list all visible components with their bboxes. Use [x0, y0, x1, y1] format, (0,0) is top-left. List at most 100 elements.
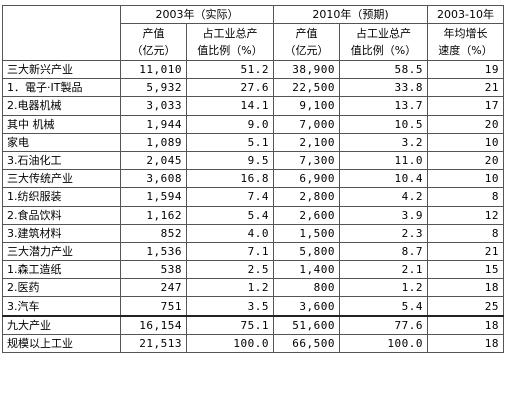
value-cell: 12 [427, 205, 505, 225]
value-cell: 5,800 [273, 241, 340, 262]
value-cell: 11,010 [120, 59, 187, 80]
table-row: 2.电器机械 3,033 14.1 9,100 13.7 17 [2, 96, 505, 116]
table-row: 3.汽车 751 3.5 3,600 5.4 25 [2, 296, 505, 317]
value-cell: 5.1 [186, 132, 274, 152]
table-row: 2.医药 247 1.2 800 1.2 18 [2, 278, 505, 298]
column-header-line: 年均增长 [443, 27, 488, 40]
value-cell: 3,600 [273, 296, 340, 317]
value-cell: 17 [427, 96, 505, 116]
value-cell: 1,536 [120, 241, 187, 262]
table-row: 3.石油化工 2,045 9.5 7,300 11.0 20 [2, 150, 505, 171]
value-cell: 3.2 [338, 132, 429, 152]
table-row: 规模以上工业 21,513 100.0 66,500 100.0 18 [2, 333, 505, 354]
industry-output-table: 2003年（实际） 2010年（预期) 2003-10年 产值 （亿元） 占工业总… [2, 5, 505, 354]
header-group-2003-10: 2003-10年 [427, 5, 505, 24]
value-cell: 247 [120, 278, 187, 298]
value-cell: 58.5 [338, 59, 429, 80]
value-cell: 27.6 [186, 78, 274, 98]
table-row: 三大传统产业 3,608 16.8 6,900 10.4 10 [2, 169, 505, 189]
value-cell: 7,000 [273, 114, 340, 134]
row-label: 1.森工造纸 [2, 260, 121, 280]
value-cell: 1,089 [120, 132, 187, 152]
row-label: 1.纺织服装 [2, 187, 121, 207]
value-cell: 18 [427, 278, 505, 298]
header-corner-cell [2, 5, 121, 61]
row-label: 2.医药 [2, 278, 121, 298]
header-group-2003: 2003年（实际） [120, 5, 274, 24]
value-cell: 1,500 [273, 223, 340, 243]
column-header-line: （亿元） [131, 44, 176, 57]
value-cell: 538 [120, 260, 187, 280]
value-cell: 51.2 [186, 59, 274, 80]
row-label: 九大产业 [2, 314, 121, 335]
value-cell: 16.8 [186, 169, 274, 189]
column-header-line: 产值 [295, 27, 318, 40]
table-row: 3.建筑材料 852 4.0 1,500 2.3 8 [2, 223, 505, 243]
table-row: 1.纺织服装 1,594 7.4 2,800 4.2 8 [2, 187, 505, 207]
value-cell: 2,600 [273, 205, 340, 225]
value-cell: 77.6 [338, 314, 429, 335]
value-cell: 2,800 [273, 187, 340, 207]
column-header-line: 速度（%） [438, 44, 493, 57]
value-cell: 8 [427, 223, 505, 243]
table-row: 1．電子·IT製品 5,932 27.6 22,500 33.8 21 [2, 78, 505, 98]
header-row-columns: 产值 （亿元） 占工业总产 值比例（%） 产值 （亿元） 占工业总产 值比例（%） 年均… [3, 23, 505, 61]
column-header-line: 占工业总产 [202, 27, 258, 40]
value-cell: 21,513 [120, 333, 187, 354]
value-cell: 5,932 [120, 78, 187, 98]
value-cell: 38,900 [273, 59, 340, 80]
value-cell: 1,594 [120, 187, 187, 207]
column-header-line: 占工业总产 [356, 27, 411, 40]
value-cell: 7.1 [186, 241, 274, 262]
value-cell: 8.7 [338, 241, 429, 262]
column-header: 占工业总产值比例（%） [186, 23, 274, 61]
value-cell: 25 [427, 296, 505, 317]
table-row: 2.食品饮料 1,162 5.4 2,600 3.9 12 [2, 205, 505, 225]
row-label: 3.石油化工 [2, 150, 121, 171]
column-header-line: 值比例（%） [197, 44, 263, 57]
value-cell: 20 [427, 150, 505, 171]
value-cell: 2,100 [273, 132, 340, 152]
value-cell: 1,400 [273, 260, 340, 280]
value-cell: 9.0 [186, 114, 274, 134]
row-label: 3.汽车 [2, 296, 121, 317]
row-label: 三大潜力产业 [2, 241, 121, 262]
row-label: 3.建筑材料 [2, 223, 121, 243]
value-cell: 100.0 [186, 333, 274, 354]
table-row: 三大新兴产业 11,010 51.2 38,900 58.5 19 [2, 59, 505, 80]
value-cell: 5.4 [338, 296, 429, 317]
value-cell: 9.5 [186, 150, 274, 171]
value-cell: 2.3 [338, 223, 429, 243]
value-cell: 18 [427, 333, 505, 354]
value-cell: 3,608 [120, 169, 187, 189]
table-row: 三大潜力产业 1,536 7.1 5,800 8.7 21 [2, 241, 505, 262]
value-cell: 11.0 [338, 150, 429, 171]
value-cell: 2.5 [186, 260, 274, 280]
column-header-line: （亿元） [284, 44, 329, 57]
header-group-2010: 2010年（预期) [272, 5, 429, 24]
value-cell: 2,045 [120, 150, 187, 171]
table-row: 家电 1,089 5.1 2,100 3.2 10 [2, 132, 505, 152]
row-label: 2.食品饮料 [2, 205, 121, 225]
row-label: 1．電子·IT製品 [2, 78, 121, 98]
column-header: 占工业总产值比例（%） [338, 23, 429, 61]
table-body: 三大新兴产业 11,010 51.2 38,900 58.5 19 1．電子·IT製品 5,9… [2, 59, 505, 354]
row-label: 三大传统产业 [2, 169, 121, 189]
column-header-line: 值比例（%） [350, 44, 417, 57]
value-cell: 13.7 [338, 96, 429, 116]
value-cell: 3.5 [186, 296, 274, 317]
value-cell: 66,500 [273, 333, 340, 354]
value-cell: 15 [427, 260, 505, 280]
value-cell: 1.2 [186, 278, 274, 298]
value-cell: 3,033 [120, 96, 187, 116]
value-cell: 16,154 [120, 314, 187, 335]
table-header: 2003年（实际） 2010年（预期) 2003-10年 产值 （亿元） 占工业总… [2, 5, 505, 61]
value-cell: 9,100 [273, 96, 340, 116]
table-row: 其中 机械 1,944 9.0 7,000 10.5 20 [2, 114, 505, 134]
value-cell: 21 [427, 241, 505, 262]
value-cell: 5.4 [186, 205, 274, 225]
value-cell: 4.0 [186, 223, 274, 243]
value-cell: 19 [427, 59, 505, 80]
value-cell: 22,500 [273, 78, 340, 98]
value-cell: 18 [427, 314, 505, 335]
